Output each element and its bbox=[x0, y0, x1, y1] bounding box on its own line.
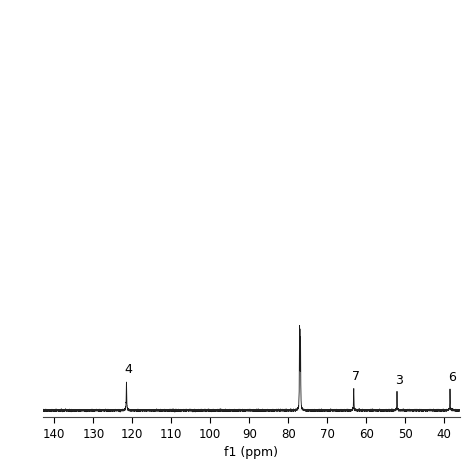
Text: 4: 4 bbox=[125, 363, 132, 376]
X-axis label: f1 (ppm): f1 (ppm) bbox=[224, 446, 278, 459]
Text: 7: 7 bbox=[352, 370, 360, 383]
Text: 3: 3 bbox=[395, 374, 403, 387]
Text: 6: 6 bbox=[448, 371, 456, 384]
